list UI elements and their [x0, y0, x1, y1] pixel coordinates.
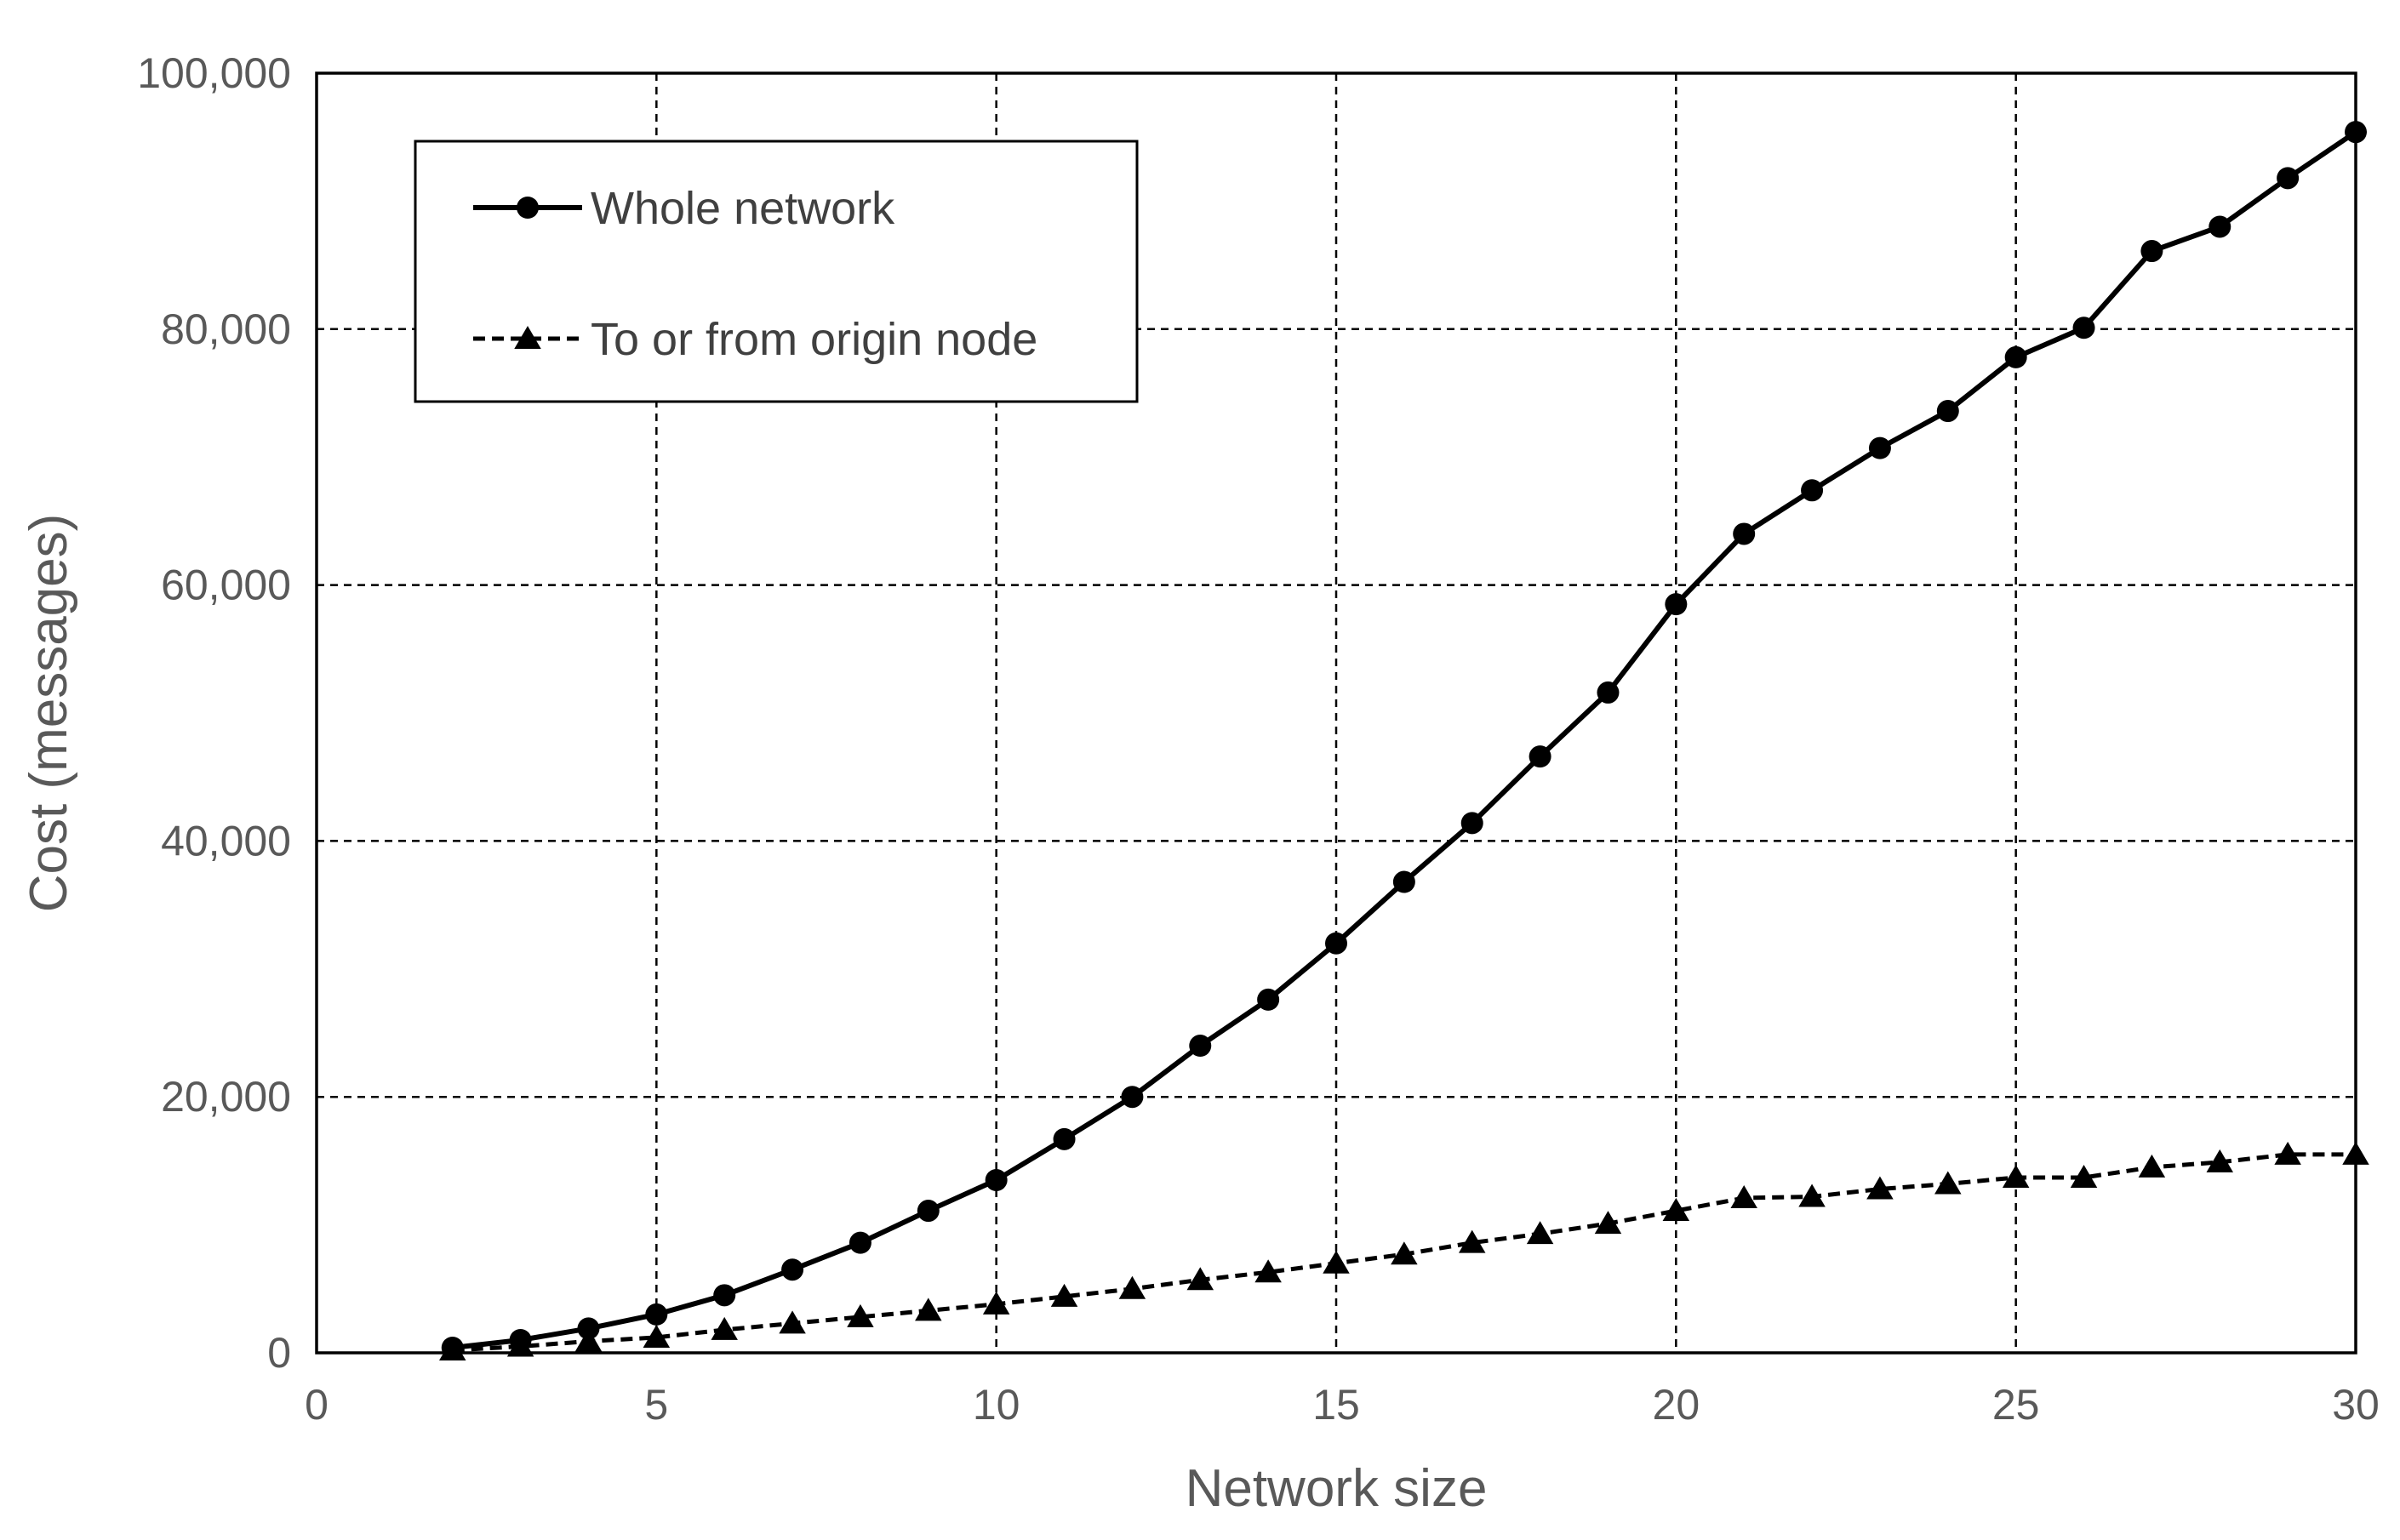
legend-marker: [517, 197, 539, 219]
data-point: [1189, 1035, 1212, 1058]
y-tick-label: 80,000: [161, 305, 291, 353]
data-point: [985, 1168, 1008, 1191]
data-point: [1529, 745, 1551, 768]
x-axis: 0 5 10 15 20 25 30: [305, 1381, 2380, 1429]
data-point: [1392, 870, 1415, 893]
data-point: [1325, 932, 1347, 955]
data-point: [847, 1303, 874, 1327]
data-point: [2345, 121, 2367, 144]
data-point: [2002, 1164, 2030, 1188]
data-point: [917, 1200, 940, 1223]
data-point: [779, 1310, 806, 1334]
series-2: [438, 1141, 2369, 1360]
x-tick-label: 10: [973, 1381, 1020, 1429]
legend-item: Whole network: [473, 183, 895, 234]
y-tick-label: 60,000: [161, 562, 291, 609]
x-axis-title: Network size: [1186, 1459, 1488, 1518]
x-tick-label: 0: [305, 1381, 329, 1429]
data-point: [1801, 479, 1824, 502]
data-point: [1934, 1171, 1962, 1195]
data-point: [643, 1324, 671, 1348]
data-point: [2206, 1149, 2234, 1172]
y-axis-title: Cost (messages): [20, 514, 78, 913]
y-tick-label: 100,000: [137, 49, 291, 97]
data-point: [1053, 1127, 1076, 1150]
data-point: [506, 1333, 534, 1357]
legend-label: Whole network: [591, 183, 895, 234]
data-point: [711, 1316, 738, 1340]
data-point: [1665, 593, 1688, 616]
x-tick-label: 15: [1312, 1381, 1360, 1429]
series-group: [438, 121, 2369, 1360]
x-tick-label: 30: [2332, 1381, 2380, 1429]
data-point: [1526, 1221, 1554, 1245]
data-point: [1662, 1198, 1690, 1222]
legend-marker: [514, 326, 541, 349]
data-point: [2072, 317, 2095, 339]
grid: [317, 73, 2356, 1353]
data-point: [2274, 1141, 2301, 1165]
data-point: [2277, 167, 2300, 190]
data-point: [577, 1317, 600, 1340]
series-1: [441, 121, 2367, 1359]
x-tick-label: 25: [1992, 1381, 2040, 1429]
data-point: [1868, 436, 1891, 459]
data-point: [1866, 1176, 1894, 1200]
plot-area: [315, 71, 2357, 1355]
data-point: [713, 1284, 736, 1307]
y-tick-label: 20,000: [161, 1073, 291, 1121]
data-point: [781, 1258, 804, 1281]
y-axis: 0 20,000 40,000 60,000 80,000 100,000: [137, 49, 291, 1377]
data-point: [982, 1291, 1010, 1315]
y-tick-label: 40,000: [161, 817, 291, 864]
data-point: [1798, 1184, 1826, 1207]
legend-item: To or from origin node: [473, 314, 1037, 365]
data-point: [645, 1303, 668, 1326]
legend-box: [414, 140, 1139, 403]
data-point: [1186, 1267, 1214, 1291]
data-point: [2209, 215, 2231, 238]
data-point: [574, 1328, 603, 1352]
data-point: [1597, 681, 1620, 704]
data-point: [1730, 1185, 1757, 1209]
y-tick-label: 0: [267, 1329, 291, 1377]
data-point: [1594, 1211, 1622, 1235]
data-point: [915, 1298, 942, 1321]
x-tick-label: 20: [1653, 1381, 1700, 1429]
legend-label: To or from origin node: [591, 314, 1037, 365]
data-point: [1257, 988, 1280, 1011]
legend: Whole network To or from origin node: [414, 140, 1139, 403]
data-point: [1254, 1259, 1282, 1283]
data-point: [1458, 1229, 1486, 1253]
data-point: [1050, 1283, 1078, 1307]
data-point: [849, 1231, 871, 1254]
data-point: [2138, 1154, 2166, 1178]
data-point: [1121, 1086, 1144, 1109]
data-point: [2004, 345, 2027, 368]
data-point: [1733, 522, 1756, 545]
data-point: [1391, 1241, 1418, 1265]
data-point: [2070, 1164, 2098, 1188]
data-point: [1460, 812, 1483, 835]
data-point: [1323, 1250, 1350, 1274]
data-point: [438, 1337, 466, 1360]
x-tick-label: 5: [644, 1381, 668, 1429]
data-point: [1118, 1275, 1146, 1299]
data-point: [2342, 1141, 2369, 1165]
data-point: [1936, 400, 1959, 423]
data-point: [2140, 240, 2163, 263]
